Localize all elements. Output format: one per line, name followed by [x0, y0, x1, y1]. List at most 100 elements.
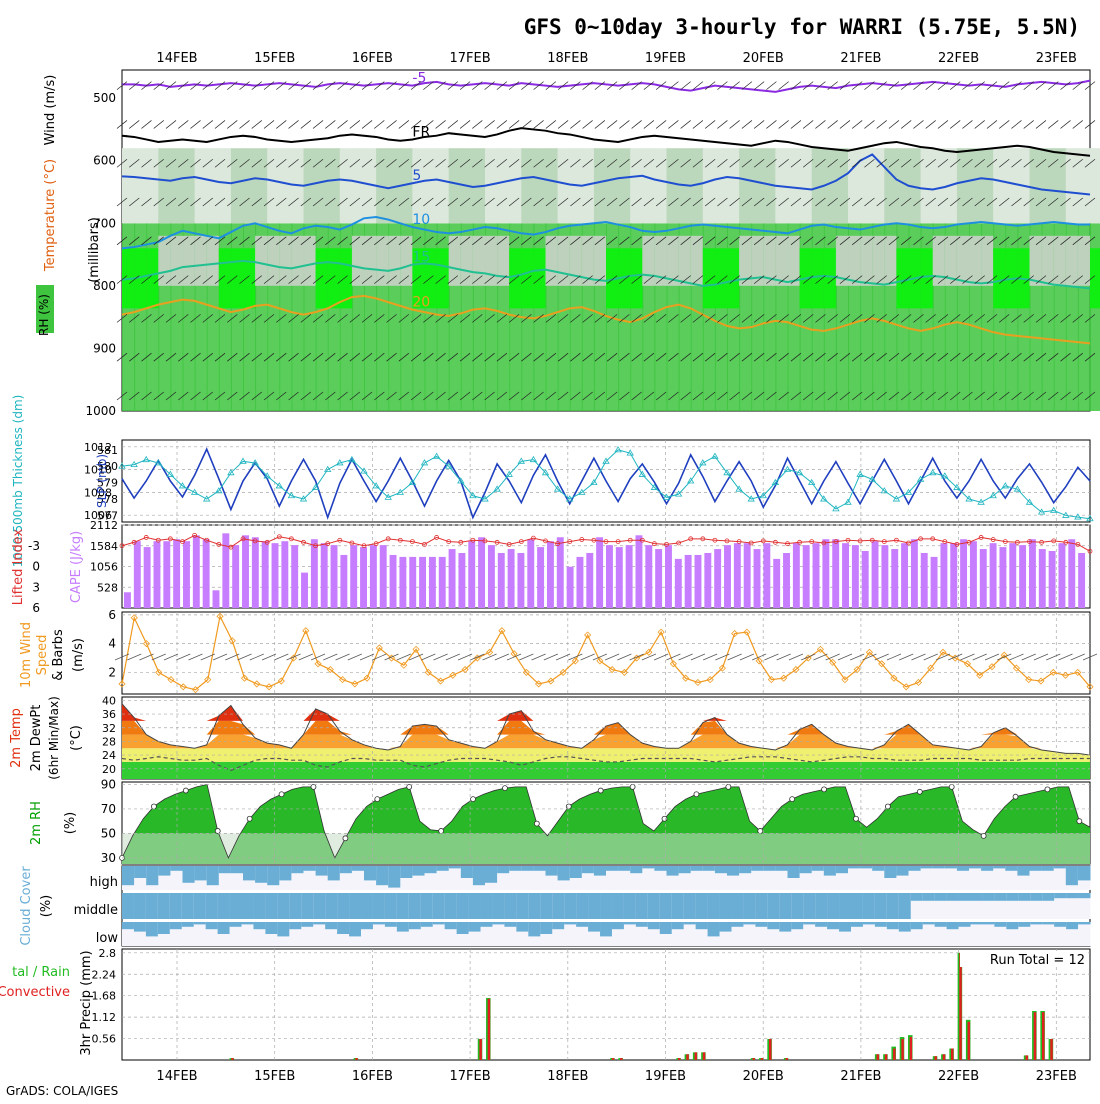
wind10m-barb: [188, 653, 203, 661]
rh2m-marker: [310, 783, 317, 790]
wind10m-barb: [641, 653, 657, 661]
wind-barb: [729, 120, 740, 129]
wind-barb: [570, 236, 581, 246]
thickness-marker: [674, 490, 683, 497]
wind-barb: [913, 158, 924, 168]
wind10m-barb: [470, 653, 485, 661]
wind10m-barb: [604, 653, 620, 661]
wind10m-marker: [142, 640, 151, 648]
temp-tick-label: 40: [102, 694, 116, 707]
wind-barb: [508, 352, 520, 362]
cloud-cell: [122, 922, 135, 930]
wind-barb: [545, 352, 557, 362]
wind-barb: [643, 120, 655, 129]
cloud-cell: [827, 922, 840, 930]
wind-barb: [202, 352, 213, 362]
wind-barb: [582, 275, 593, 284]
cloud-cell: [206, 866, 220, 886]
wind-barb: [974, 120, 985, 129]
wind-barb: [619, 158, 630, 168]
rh-shade-dry: [569, 235, 583, 286]
wind10m-marker: [608, 665, 616, 674]
rh2m-tick-label: 50: [101, 826, 116, 840]
cloud-cell: [642, 866, 655, 869]
cloud-cell: [564, 922, 577, 925]
cloud-clear-cell: [642, 866, 655, 890]
cloud-clear-cell: [1054, 922, 1067, 946]
precip-convective-bar: [934, 1056, 937, 1060]
thickness-marker: [396, 488, 405, 495]
wind-barb: [876, 391, 887, 401]
wind-barb: [668, 81, 679, 90]
rh-shade-mid: [327, 148, 341, 224]
wind-barb: [153, 275, 164, 284]
rh-shade-dry: [872, 235, 886, 286]
wind-barb: [1011, 352, 1022, 362]
wind10m-marker: [522, 668, 530, 676]
cloud-cell: [181, 922, 195, 927]
wind-barb: [1072, 352, 1083, 362]
cape-bar: [320, 543, 328, 608]
wind-barb: [484, 275, 495, 284]
cloud-clear-cell: [606, 866, 619, 890]
wind10m-barb: [629, 653, 644, 661]
wind-barb: [753, 158, 765, 168]
cloud-level-label: middle: [74, 903, 118, 918]
wind-barb: [680, 197, 691, 207]
lifted-index-marker: [531, 535, 536, 541]
cape-bar: [881, 545, 889, 608]
cloud-cell: [690, 866, 704, 871]
wind-barb: [129, 314, 140, 323]
wind-barb: [1023, 120, 1034, 129]
cape-bar: [743, 543, 751, 608]
wind-barb: [545, 275, 557, 284]
rh-shade-mid: [799, 148, 813, 224]
precip-convective-bar: [1042, 1012, 1045, 1060]
wind-barb: [202, 197, 213, 207]
wind-barb: [606, 197, 618, 207]
cape-bar: [871, 541, 879, 608]
cloud-cell: [593, 866, 607, 876]
cloud-cell: [946, 922, 960, 930]
temperature-axis-label: Temperature (°C): [43, 159, 58, 272]
wind-barb: [557, 236, 569, 246]
cape-bar: [655, 549, 663, 608]
wind-barb: [900, 81, 912, 90]
wind-barb: [668, 352, 679, 362]
wind-barb: [386, 158, 397, 168]
wind-barb: [1060, 275, 1071, 284]
wind-barb: [1011, 391, 1022, 401]
wind-barb: [129, 81, 140, 90]
rh-shade-mid: [956, 148, 970, 224]
cloud-cell: [384, 893, 398, 919]
wind10m-marker: [412, 645, 420, 653]
rh-shade-high: [1090, 248, 1100, 309]
wind10m-barb: [837, 653, 853, 661]
wind-barb: [472, 314, 483, 323]
pressure-tick-label: 1000: [85, 404, 116, 418]
wind-barb: [190, 120, 201, 129]
wind-barb: [325, 158, 336, 168]
wind-barb: [447, 158, 459, 168]
wind10m-marker: [571, 657, 579, 665]
date-label-top: 19FEB: [645, 51, 686, 66]
wind-barb: [153, 158, 164, 168]
wind10m-barb: [494, 653, 509, 661]
cloud-cell: [205, 922, 219, 930]
wind-barb: [496, 391, 508, 401]
wind-barb: [459, 391, 471, 401]
wind-barb: [692, 158, 704, 168]
wind-barb: [288, 391, 299, 401]
wind-barb: [949, 391, 961, 401]
wind-barb: [410, 81, 422, 90]
wind-barb: [815, 81, 826, 90]
dewpoint-line: [121, 756, 1090, 772]
lifted-index-marker: [1015, 539, 1020, 545]
thickness-tick-label: 579: [97, 477, 118, 490]
minmax-axis-label: (6hr Min/Max): [47, 696, 61, 780]
lifted-index-marker: [313, 543, 319, 549]
lifted-index-marker: [797, 539, 802, 545]
wind-barb: [386, 197, 397, 207]
lifted-index-marker: [349, 540, 355, 546]
wind-barb: [202, 120, 213, 129]
